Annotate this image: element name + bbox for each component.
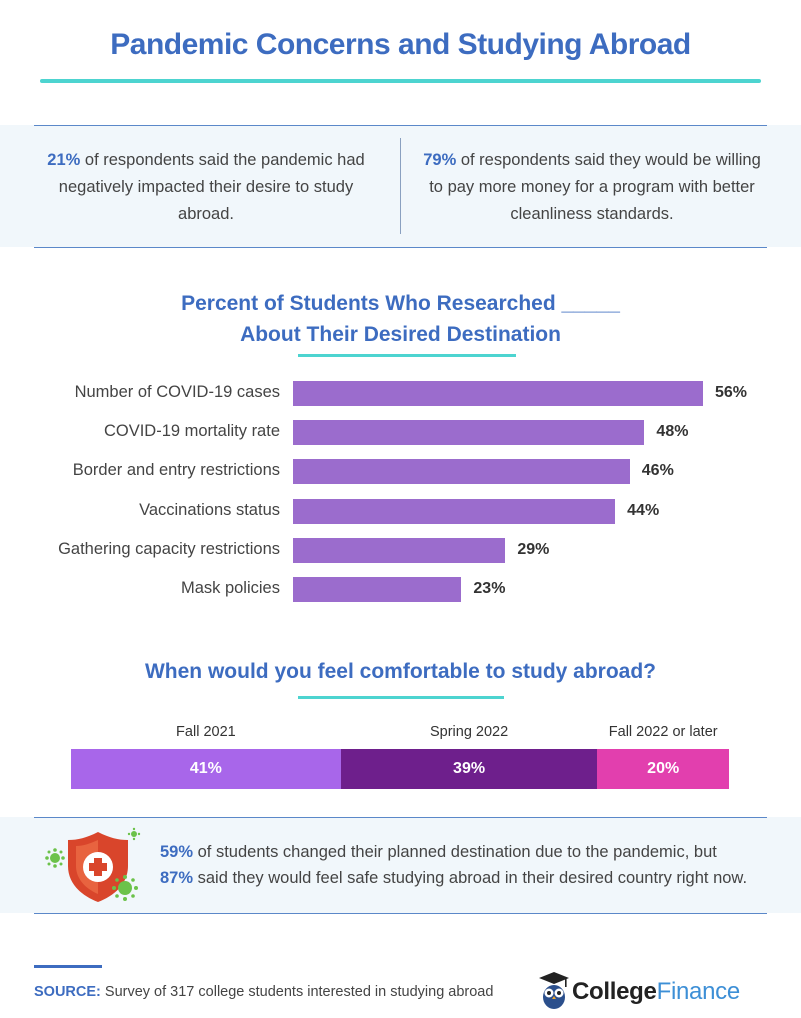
bar-category-label: Border and entry restrictions (72, 461, 280, 480)
bar-mark (293, 459, 630, 485)
bar-value-label: 48% (656, 423, 689, 441)
segment-category-label: Fall 2022 or later (608, 724, 718, 740)
bar-category-label: Vaccinations status (139, 500, 280, 519)
bar-category-label: COVID-19 mortality rate (103, 422, 280, 441)
source-note: SOURCE: Survey of 317 college students i… (34, 984, 493, 1000)
stacked-segment: 39% (340, 749, 598, 789)
stat-left-highlight: 21% (47, 151, 81, 169)
virus-icon (45, 827, 141, 901)
bar-category-label: Number of COVID-19 cases (74, 383, 280, 401)
bar-chart-title-line2: About Their Desired Destination (240, 323, 561, 346)
bar-mark (293, 537, 506, 563)
bar-chart-title-line1: Percent of Students Who Researched _____ (181, 292, 620, 315)
bar-mark (293, 420, 645, 446)
brand-logo[interactable]: CollegeFinance (572, 978, 740, 1006)
bar-category-label: Gathering capacity restrictions (58, 539, 280, 558)
bar-mark (293, 381, 703, 406)
bar-value-label: 56% (715, 384, 748, 401)
bar-value-label: 23% (473, 580, 506, 597)
owl-logo-icon (539, 972, 569, 1009)
bar-value-label: 44% (627, 501, 660, 519)
bottom-top-divider (34, 817, 767, 818)
comfort-question-underline (298, 696, 504, 699)
brand-logo-part1: College (572, 978, 657, 1005)
stacked-segment: 41% (71, 749, 341, 789)
bar-mark (293, 577, 462, 602)
bottom-note: 59% of students changed their planned de… (160, 839, 790, 891)
source-rule (34, 965, 102, 968)
brand-logo-part2: Finance (656, 978, 741, 1005)
bar-chart-title-underline (298, 354, 516, 357)
shield-cross-icon (45, 827, 141, 902)
bar-category-label: Mask policies (180, 579, 280, 597)
stat-left: 21% of respondents said the pandemic had… (36, 147, 376, 228)
source-text: Survey of 317 college students intereste… (100, 984, 494, 1000)
stats-bottom-divider (34, 247, 767, 248)
stats-top-divider (34, 125, 767, 126)
bar-chart-title: Percent of Students Who Researched _____… (0, 288, 801, 350)
bottom-note-highlight-1: 59% (160, 843, 194, 861)
stat-left-text: of respondents said the pandemic had neg… (58, 151, 365, 223)
segment-category-label: Spring 2022 (429, 724, 509, 740)
segment-category-label: Fall 2021 (176, 724, 236, 740)
stats-vertical-divider (400, 138, 401, 234)
bar-value-label: 46% (641, 462, 674, 480)
bottom-bottom-divider (34, 913, 767, 914)
stat-right-text: of respondents said they would be willin… (429, 151, 761, 223)
stat-right: 79% of respondents said they would be wi… (422, 147, 762, 228)
bottom-note-text-1: of students changed their planned destin… (193, 843, 717, 861)
page-title: Pandemic Concerns and Studying Abroad (110, 28, 691, 61)
stacked-segment: 20% (597, 749, 729, 789)
title-underline (40, 79, 761, 83)
source-label: SOURCE: (34, 984, 101, 1000)
comfort-question-title: When would you feel comfortable to study… (144, 660, 657, 683)
bar-mark (293, 498, 616, 524)
bar-value-label: 29% (517, 540, 550, 558)
stat-right-highlight: 79% (423, 151, 457, 169)
bottom-note-text-2: said they would feel safe studying abroa… (193, 869, 748, 887)
bottom-note-highlight-2: 87% (160, 869, 194, 887)
